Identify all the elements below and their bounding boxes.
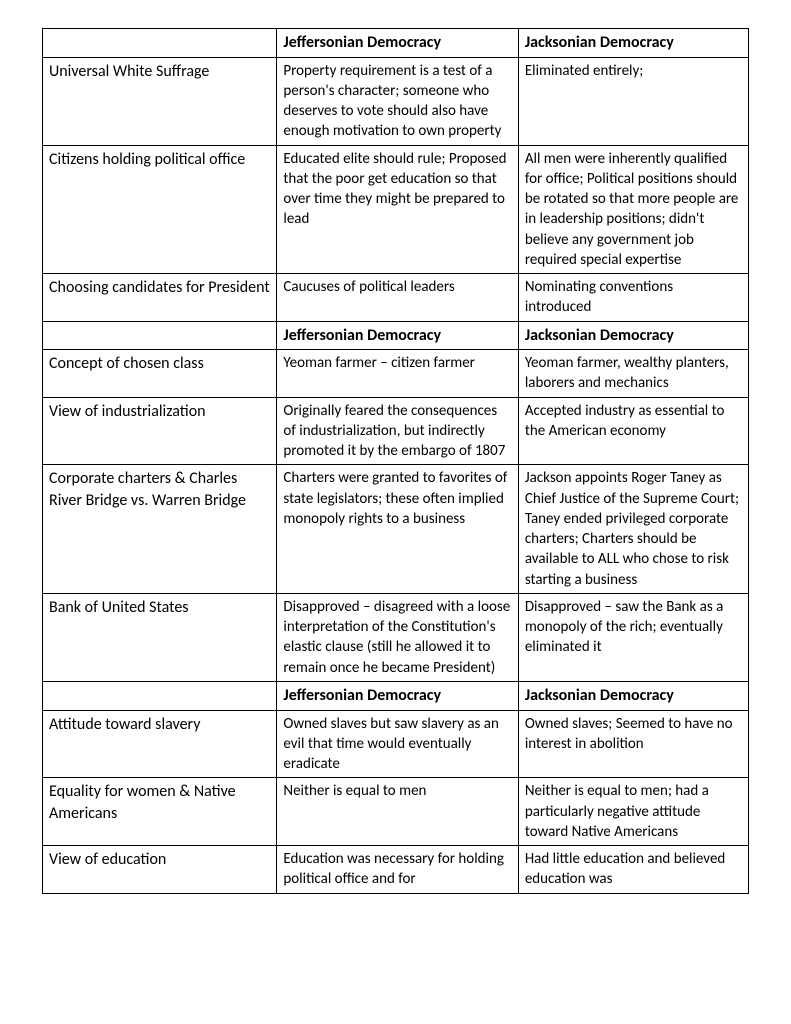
- jacksonian-cell: Neither is equal to men; had a particula…: [518, 778, 748, 846]
- header-cell-jeffersonian: Jeffersonian Democracy: [277, 681, 518, 710]
- header-cell-blank: [43, 321, 277, 350]
- jeffersonian-cell: Caucuses of political leaders: [277, 274, 518, 322]
- jeffersonian-cell: Owned slaves but saw slavery as an evil …: [277, 710, 518, 778]
- jacksonian-cell: Yeoman farmer, wealthy planters, laborer…: [518, 350, 748, 398]
- comparison-table: Jeffersonian DemocracyJacksonian Democra…: [42, 28, 749, 894]
- jeffersonian-cell: Property requirement is a test of a pers…: [277, 57, 518, 145]
- page: Jeffersonian DemocracyJacksonian Democra…: [0, 0, 791, 894]
- table-row: Jeffersonian DemocracyJacksonian Democra…: [43, 29, 749, 58]
- topic-cell: Bank of United States: [43, 593, 277, 681]
- table-row: Citizens holding political officeEducate…: [43, 145, 749, 274]
- table-row: Attitude toward slaveryOwned slaves but …: [43, 710, 749, 778]
- table-body: Jeffersonian DemocracyJacksonian Democra…: [43, 29, 749, 894]
- jeffersonian-cell: Disapproved – disagreed with a loose int…: [277, 593, 518, 681]
- header-cell-jacksonian: Jacksonian Democracy: [518, 29, 748, 58]
- table-row: Jeffersonian DemocracyJacksonian Democra…: [43, 321, 749, 350]
- header-cell-jacksonian: Jacksonian Democracy: [518, 321, 748, 350]
- topic-cell: Attitude toward slavery: [43, 710, 277, 778]
- table-row: Bank of United StatesDisapproved – disag…: [43, 593, 749, 681]
- table-row: Choosing candidates for PresidentCaucuse…: [43, 274, 749, 322]
- table-row: View of educationEducation was necessary…: [43, 846, 749, 894]
- header-cell-jacksonian: Jacksonian Democracy: [518, 681, 748, 710]
- table-row: Jeffersonian DemocracyJacksonian Democra…: [43, 681, 749, 710]
- jeffersonian-cell: Education was necessary for holding poli…: [277, 846, 518, 894]
- jeffersonian-cell: Neither is equal to men: [277, 778, 518, 846]
- topic-cell: Choosing candidates for President: [43, 274, 277, 322]
- jacksonian-cell: Eliminated entirely;: [518, 57, 748, 145]
- jeffersonian-cell: Charters were granted to favorites of st…: [277, 465, 518, 594]
- header-cell-blank: [43, 29, 277, 58]
- jacksonian-cell: Disapproved – saw the Bank as a monopoly…: [518, 593, 748, 681]
- jacksonian-cell: All men were inherently qualified for of…: [518, 145, 748, 274]
- jeffersonian-cell: Educated elite should rule; Proposed tha…: [277, 145, 518, 274]
- jacksonian-cell: Accepted industry as essential to the Am…: [518, 397, 748, 465]
- jacksonian-cell: Jackson appoints Roger Taney as Chief Ju…: [518, 465, 748, 594]
- jacksonian-cell: Owned slaves; Seemed to have no interest…: [518, 710, 748, 778]
- table-row: Corporate charters & Charles River Bridg…: [43, 465, 749, 594]
- jeffersonian-cell: Yeoman farmer – citizen farmer: [277, 350, 518, 398]
- table-row: Concept of chosen classYeoman farmer – c…: [43, 350, 749, 398]
- header-cell-jeffersonian: Jeffersonian Democracy: [277, 29, 518, 58]
- jacksonian-cell: Nominating conventions introduced: [518, 274, 748, 322]
- topic-cell: View of industrialization: [43, 397, 277, 465]
- topic-cell: Universal White Suffrage: [43, 57, 277, 145]
- topic-cell: Corporate charters & Charles River Bridg…: [43, 465, 277, 594]
- table-row: Universal White SuffrageProperty require…: [43, 57, 749, 145]
- header-cell-jeffersonian: Jeffersonian Democracy: [277, 321, 518, 350]
- jeffersonian-cell: Originally feared the consequences of in…: [277, 397, 518, 465]
- topic-cell: Concept of chosen class: [43, 350, 277, 398]
- topic-cell: Equality for women & Native Americans: [43, 778, 277, 846]
- topic-cell: Citizens holding political office: [43, 145, 277, 274]
- topic-cell: View of education: [43, 846, 277, 894]
- jacksonian-cell: Had little education and believed educat…: [518, 846, 748, 894]
- header-cell-blank: [43, 681, 277, 710]
- table-row: Equality for women & Native AmericansNei…: [43, 778, 749, 846]
- table-row: View of industrializationOriginally fear…: [43, 397, 749, 465]
